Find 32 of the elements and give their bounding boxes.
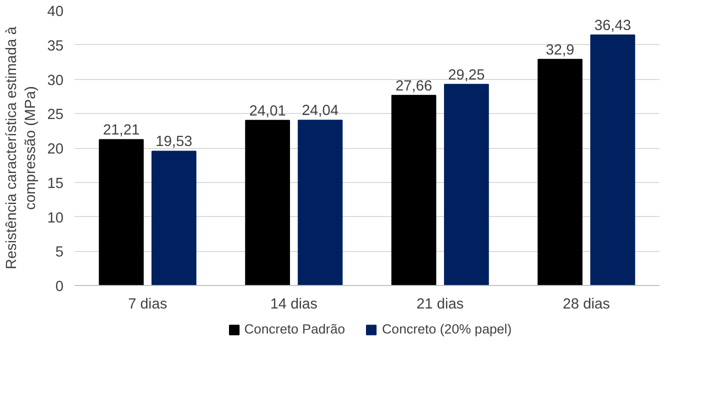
y-axis-title: Resistência característica estimada à compressão (MPa) <box>4 26 40 270</box>
bar <box>98 139 144 286</box>
legend-label: Concreto Padrão <box>244 322 346 336</box>
x-tick-label: 7 dias <box>128 296 168 312</box>
bar <box>538 58 582 286</box>
y-tick-label: 40 <box>47 4 64 20</box>
bar <box>298 120 343 286</box>
data-label: 24,04 <box>302 103 339 120</box>
y-tick-label: 0 <box>55 279 64 295</box>
data-label: 29,25 <box>448 67 485 84</box>
y-tick-label: 15 <box>47 176 64 192</box>
y-tick-label: 5 <box>55 244 64 261</box>
bar <box>152 150 196 286</box>
x-tick-label: 14 dias <box>270 296 318 312</box>
y-tick-label: 25 <box>47 107 64 124</box>
data-label: 32,9 <box>546 42 574 58</box>
bar <box>444 84 489 286</box>
y-tick-label: 35 <box>47 38 64 54</box>
y-tick-label: 10 <box>47 210 64 226</box>
data-label: 19,53 <box>156 134 192 150</box>
x-tick-label: 21 dias <box>416 296 464 312</box>
data-label: 21,21 <box>102 122 140 139</box>
data-label: 36,43 <box>594 18 632 34</box>
x-tick-label: 28 dias <box>562 296 610 312</box>
y-tick-label: 30 <box>47 72 64 89</box>
legend-label: Concreto (20% papel) <box>382 322 512 336</box>
bar <box>590 34 636 286</box>
y-tick-label: 20 <box>47 142 64 158</box>
data-label: 27,66 <box>395 78 432 94</box>
bar <box>391 94 436 286</box>
data-label: 24,01 <box>249 103 286 120</box>
bar <box>245 120 290 286</box>
